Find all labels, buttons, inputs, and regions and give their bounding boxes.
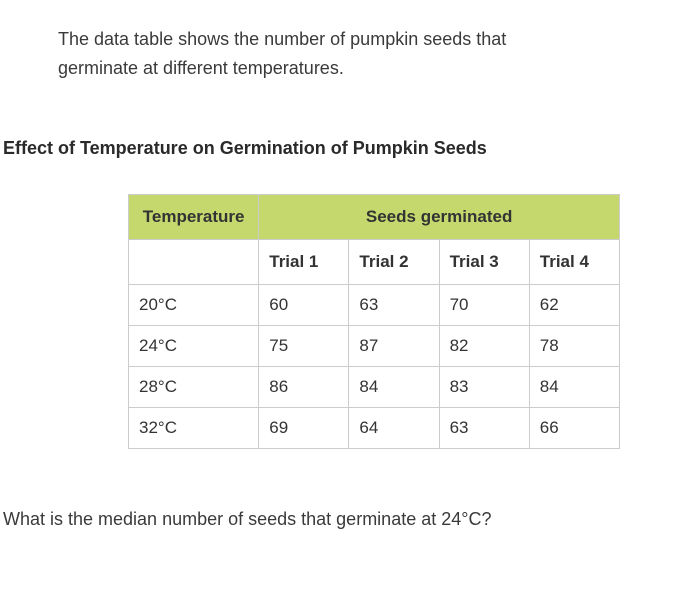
- data-table: Temperature Seeds germinated Trial 1 Tri…: [128, 194, 620, 449]
- value-cell: 60: [259, 284, 349, 325]
- value-cell: 64: [349, 407, 439, 448]
- value-cell: 63: [439, 407, 529, 448]
- trial-header: Trial 4: [529, 239, 619, 284]
- intro-line1: The data table shows the number of pumpk…: [58, 29, 506, 49]
- value-cell: 69: [259, 407, 349, 448]
- value-cell: 78: [529, 325, 619, 366]
- value-cell: 70: [439, 284, 529, 325]
- table-row: 24°C 75 87 82 78: [129, 325, 620, 366]
- value-cell: 75: [259, 325, 349, 366]
- temp-cell: 24°C: [129, 325, 259, 366]
- intro-line2: germinate at different temperatures.: [58, 58, 344, 78]
- intro-text: The data table shows the number of pumpk…: [0, 0, 683, 83]
- empty-header: [129, 239, 259, 284]
- table-row: 20°C 60 63 70 62: [129, 284, 620, 325]
- trial-header: Trial 2: [349, 239, 439, 284]
- temp-cell: 28°C: [129, 366, 259, 407]
- temperature-header: Temperature: [129, 194, 259, 239]
- value-cell: 84: [349, 366, 439, 407]
- trial-header: Trial 3: [439, 239, 529, 284]
- table-row: 32°C 69 64 63 66: [129, 407, 620, 448]
- table-container: Temperature Seeds germinated Trial 1 Tri…: [0, 159, 683, 449]
- question-text: What is the median number of seeds that …: [0, 449, 683, 530]
- header-row-2: Trial 1 Trial 2 Trial 3 Trial 4: [129, 239, 620, 284]
- value-cell: 84: [529, 366, 619, 407]
- value-cell: 86: [259, 366, 349, 407]
- value-cell: 82: [439, 325, 529, 366]
- temp-cell: 20°C: [129, 284, 259, 325]
- value-cell: 62: [529, 284, 619, 325]
- value-cell: 66: [529, 407, 619, 448]
- value-cell: 63: [349, 284, 439, 325]
- seeds-header: Seeds germinated: [259, 194, 620, 239]
- temp-cell: 32°C: [129, 407, 259, 448]
- header-row-1: Temperature Seeds germinated: [129, 194, 620, 239]
- table-title: Effect of Temperature on Germination of …: [0, 83, 683, 159]
- value-cell: 87: [349, 325, 439, 366]
- value-cell: 83: [439, 366, 529, 407]
- trial-header: Trial 1: [259, 239, 349, 284]
- table-row: 28°C 86 84 83 84: [129, 366, 620, 407]
